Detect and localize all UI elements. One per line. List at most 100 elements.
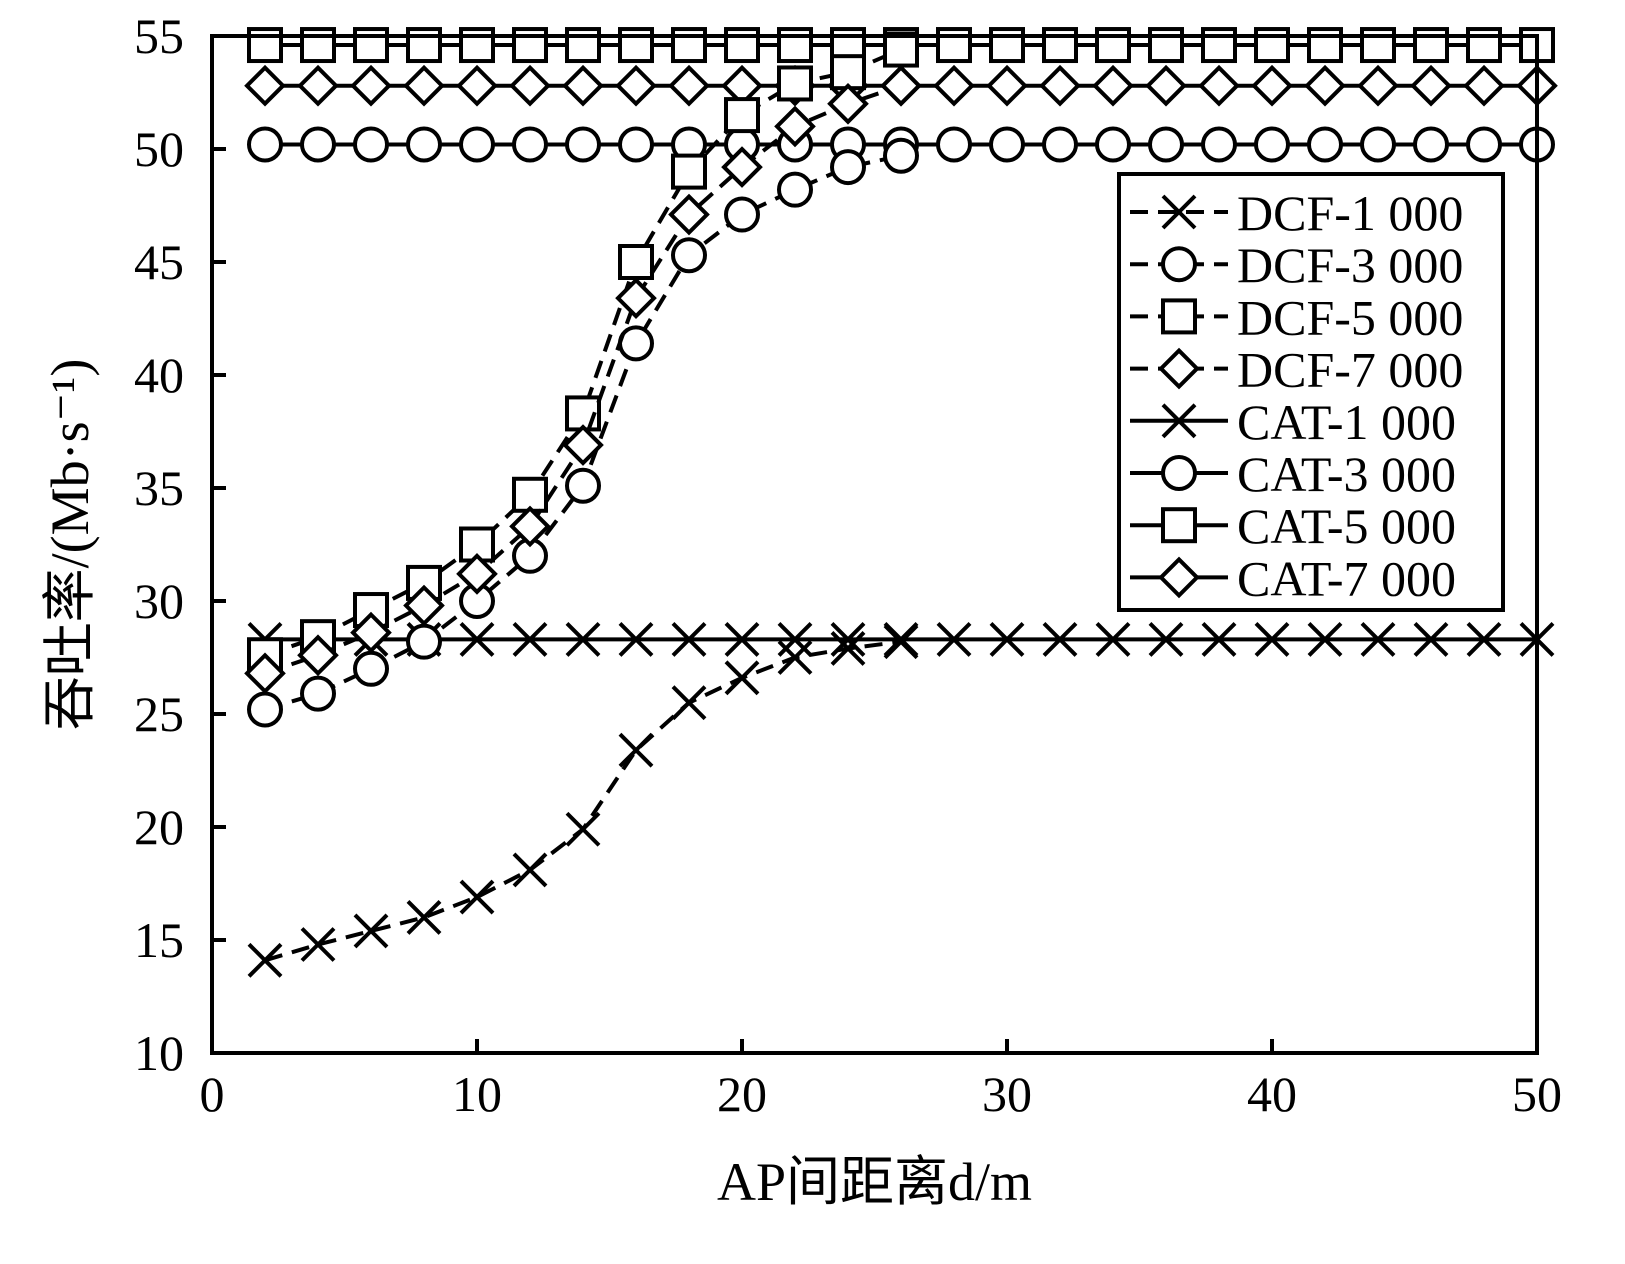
- circle-marker: [406, 623, 442, 660]
- y-tick-label: 40: [134, 347, 184, 403]
- circle-marker: [1466, 126, 1502, 163]
- x-marker-stroke: [512, 852, 548, 888]
- x-marker-stroke: [1466, 622, 1502, 657]
- x-tick-label: 30: [982, 1066, 1032, 1122]
- legend-item: CAT-3 000: [1130, 446, 1456, 502]
- series-line: [264, 639, 902, 963]
- x-marker-stroke: [459, 879, 495, 915]
- x-marker: [1161, 194, 1197, 230]
- x-marker: [1201, 622, 1237, 657]
- x-marker-stroke: [1254, 622, 1290, 657]
- diamond-marker: [350, 611, 392, 654]
- x-marker-stroke: [353, 913, 389, 949]
- diamond-marker: [244, 64, 286, 107]
- x-marker: [883, 624, 919, 660]
- x-marker: [1042, 622, 1078, 657]
- legend-label: DCF-7 000: [1237, 342, 1463, 398]
- legend-item: CAT-1 000: [1130, 394, 1456, 450]
- legend-label: CAT-7 000: [1237, 550, 1456, 606]
- diamond-marker: [562, 424, 604, 466]
- x-marker-stroke: [618, 622, 654, 657]
- circle-marker: [1095, 126, 1131, 163]
- diamond-marker: [1158, 347, 1200, 390]
- circle-marker: [300, 126, 336, 163]
- circle-marker: [565, 126, 601, 163]
- legend-label: DCF-1 000: [1237, 185, 1463, 241]
- diamond-marker: [297, 64, 339, 107]
- diamond-marker: [1039, 64, 1081, 107]
- y-tick-label: 35: [134, 460, 184, 516]
- x-marker-stroke: [512, 622, 548, 657]
- diamond-marker: [456, 553, 498, 595]
- x-marker: [1307, 622, 1343, 657]
- square-marker: [724, 97, 760, 134]
- square-marker: [1254, 27, 1290, 64]
- plot-area-frame: [210, 34, 1539, 1055]
- diamond-marker: [827, 82, 869, 125]
- x-marker-stroke: [300, 927, 336, 962]
- x-marker: [459, 879, 495, 915]
- x-marker: [777, 622, 813, 657]
- x-marker-stroke: [1201, 622, 1237, 657]
- diamond-marker: [1463, 64, 1505, 107]
- x-marker-stroke: [936, 622, 972, 657]
- square-marker: [1095, 27, 1131, 64]
- circle-marker: [459, 126, 495, 163]
- x-marker-stroke: [565, 811, 601, 847]
- diamond-marker: [509, 505, 551, 548]
- x-marker: [1161, 403, 1197, 439]
- x-marker-stroke: [406, 899, 442, 935]
- square-marker: [936, 27, 972, 64]
- x-tick-label: 10: [452, 1066, 502, 1122]
- circle-marker: [777, 171, 813, 208]
- square-marker: [1148, 27, 1184, 64]
- diamond-marker: [1410, 64, 1452, 107]
- square-marker: [724, 27, 760, 64]
- x-marker-stroke: [1161, 194, 1197, 230]
- x-marker-stroke: [565, 622, 601, 657]
- x-tick-label: 40: [1247, 1066, 1297, 1122]
- diamond-marker: [1357, 64, 1399, 107]
- legend-item: DCF-7 000: [1130, 342, 1463, 398]
- circle-marker: [618, 126, 654, 163]
- x-marker: [724, 622, 760, 657]
- diamond-marker: [562, 64, 604, 107]
- diamond-marker: [1145, 64, 1187, 107]
- square-marker: [1161, 507, 1197, 544]
- square-marker: [247, 27, 283, 64]
- legend-label: DCF-5 000: [1237, 289, 1463, 345]
- legend-label: CAT-3 000: [1237, 446, 1456, 502]
- circle-marker: [830, 149, 866, 186]
- x-marker-stroke: [1161, 403, 1197, 439]
- diamond-marker: [933, 64, 975, 107]
- diamond-marker: [403, 64, 445, 107]
- circle-marker: [1413, 126, 1449, 163]
- circle-marker: [512, 126, 548, 163]
- x-marker: [565, 811, 601, 847]
- circle-marker: [618, 325, 654, 362]
- circle-marker: [1161, 455, 1197, 491]
- y-tick-label: 50: [134, 121, 184, 177]
- x-marker: [1413, 622, 1449, 657]
- x-marker: [565, 622, 601, 657]
- square-marker: [618, 244, 654, 280]
- y-tick-label: 10: [134, 1025, 184, 1081]
- diamond-marker: [1304, 64, 1346, 107]
- x-marker: [724, 660, 760, 696]
- x-axis-title: AP间距离d/m: [717, 1152, 1032, 1212]
- y-tick-label: 55: [134, 8, 184, 64]
- square-marker: [459, 526, 495, 563]
- diamond-marker: [668, 193, 710, 236]
- x-marker-stroke: [459, 622, 495, 657]
- circle-marker: [565, 467, 601, 504]
- x-tick-label: 50: [1512, 1066, 1562, 1122]
- diamond-marker: [986, 64, 1028, 107]
- legend-item: DCF-1 000: [1130, 185, 1463, 241]
- circle-marker: [989, 126, 1025, 163]
- x-marker-stroke: [1148, 622, 1184, 657]
- x-marker: [830, 631, 866, 666]
- x-marker-stroke: [883, 624, 919, 660]
- x-marker: [406, 899, 442, 935]
- square-marker: [406, 27, 442, 64]
